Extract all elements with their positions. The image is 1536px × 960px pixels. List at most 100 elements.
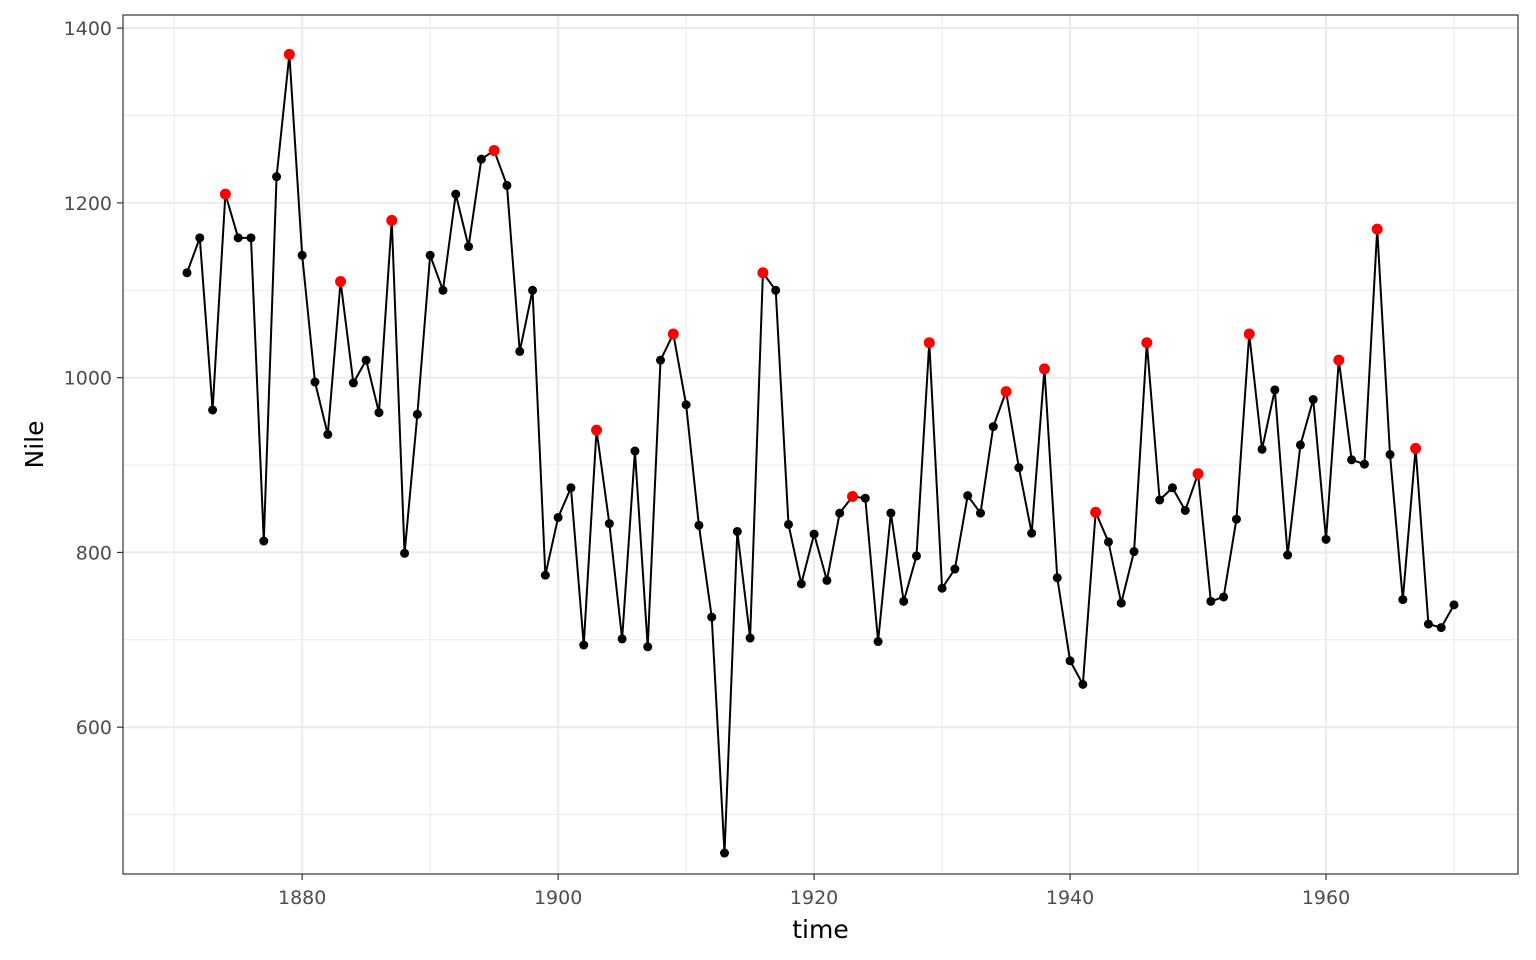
y-axis-title: Nile: [20, 421, 49, 469]
x-tick-label: 1920: [790, 887, 838, 909]
data-point: [361, 355, 371, 365]
data-point: [1359, 459, 1369, 469]
grid-minor: [123, 15, 1518, 874]
data-point: [809, 529, 819, 539]
y-tick-label: 800: [76, 542, 112, 564]
data-point-highlight: [488, 144, 500, 156]
data-point: [1308, 394, 1318, 404]
data-point: [1129, 547, 1139, 557]
data-point: [476, 154, 486, 164]
data-point: [1321, 534, 1331, 544]
data-point: [873, 637, 883, 647]
data-point: [771, 285, 781, 295]
data-point: [604, 519, 614, 529]
data-point: [297, 250, 307, 260]
x-axis-title: time: [792, 915, 848, 944]
series-polyline: [186, 53, 1455, 855]
data-point: [643, 642, 653, 652]
data-point: [348, 378, 358, 388]
data-point: [963, 491, 973, 501]
data-point: [1167, 483, 1177, 493]
data-point-highlight: [1371, 223, 1383, 235]
data-point: [784, 519, 794, 529]
data-point: [950, 564, 960, 574]
data-point-highlight: [1090, 506, 1102, 518]
data-point: [1027, 528, 1037, 538]
data-point: [1347, 455, 1357, 465]
data-point: [1116, 598, 1126, 608]
data-point: [656, 355, 666, 365]
data-point: [515, 346, 525, 356]
data-point-highlight: [591, 424, 603, 436]
data-point-highlight: [1038, 363, 1050, 375]
data-point: [745, 633, 755, 643]
data-point: [1295, 440, 1305, 450]
data-point: [988, 422, 998, 432]
data-point: [1385, 450, 1395, 460]
data-point: [796, 579, 806, 589]
data-point: [1231, 514, 1241, 524]
data-point: [412, 409, 422, 419]
data-point: [694, 520, 704, 530]
data-point: [835, 508, 845, 518]
x-tick-label: 1900: [534, 887, 582, 909]
data-point: [899, 596, 909, 606]
data-point: [1180, 505, 1190, 515]
data-point: [860, 493, 870, 503]
y-tick-label: 1200: [64, 193, 112, 215]
data-point: [975, 508, 985, 518]
data-point: [1436, 623, 1446, 633]
x-tick-label: 1880: [278, 887, 326, 909]
data-point-highlight: [219, 188, 231, 200]
data-point: [617, 634, 627, 644]
data-point: [1257, 444, 1267, 454]
data-point-highlight: [1410, 442, 1422, 454]
data-point-highlight: [1141, 337, 1153, 349]
data-point: [1270, 385, 1280, 395]
data-point: [464, 242, 474, 252]
data-point: [579, 640, 589, 650]
data-point: [540, 570, 550, 580]
y-axis: 600 800 1000 1200 1400: [64, 18, 123, 739]
data-point: [1014, 463, 1024, 473]
data-point: [720, 848, 730, 858]
data-point-highlight: [283, 48, 295, 60]
x-tick-label: 1960: [1302, 887, 1350, 909]
series-points: [182, 48, 1459, 858]
data-point: [259, 536, 269, 546]
data-point-highlight: [1243, 328, 1255, 340]
data-point: [1065, 656, 1075, 666]
data-point-highlight: [386, 214, 398, 226]
data-point: [937, 583, 947, 593]
data-point: [886, 508, 896, 518]
data-point: [528, 285, 538, 295]
data-point: [272, 172, 282, 182]
data-point: [1206, 596, 1216, 606]
data-point: [400, 548, 410, 558]
data-point: [566, 483, 576, 493]
data-point: [182, 268, 192, 278]
panel-border: [122, 14, 1519, 875]
data-point: [1103, 537, 1113, 547]
data-point: [1052, 573, 1062, 583]
data-point: [438, 285, 448, 295]
data-point: [732, 526, 742, 536]
data-point-highlight: [757, 267, 769, 279]
data-point: [451, 189, 461, 199]
data-point-highlight: [846, 490, 858, 502]
data-point: [1423, 619, 1433, 629]
data-point: [1398, 595, 1408, 605]
data-point: [310, 377, 320, 387]
data-point: [553, 512, 563, 522]
data-point: [630, 446, 640, 456]
data-point-highlight: [667, 328, 679, 340]
x-axis: 1880 1900 1920 1940 1960: [278, 874, 1350, 909]
y-tick-label: 600: [76, 717, 112, 739]
series-line: [186, 53, 1455, 855]
data-point-highlight: [335, 276, 347, 288]
y-tick-label: 1000: [64, 368, 112, 390]
data-point: [195, 233, 205, 243]
x-tick-label: 1940: [1046, 887, 1094, 909]
